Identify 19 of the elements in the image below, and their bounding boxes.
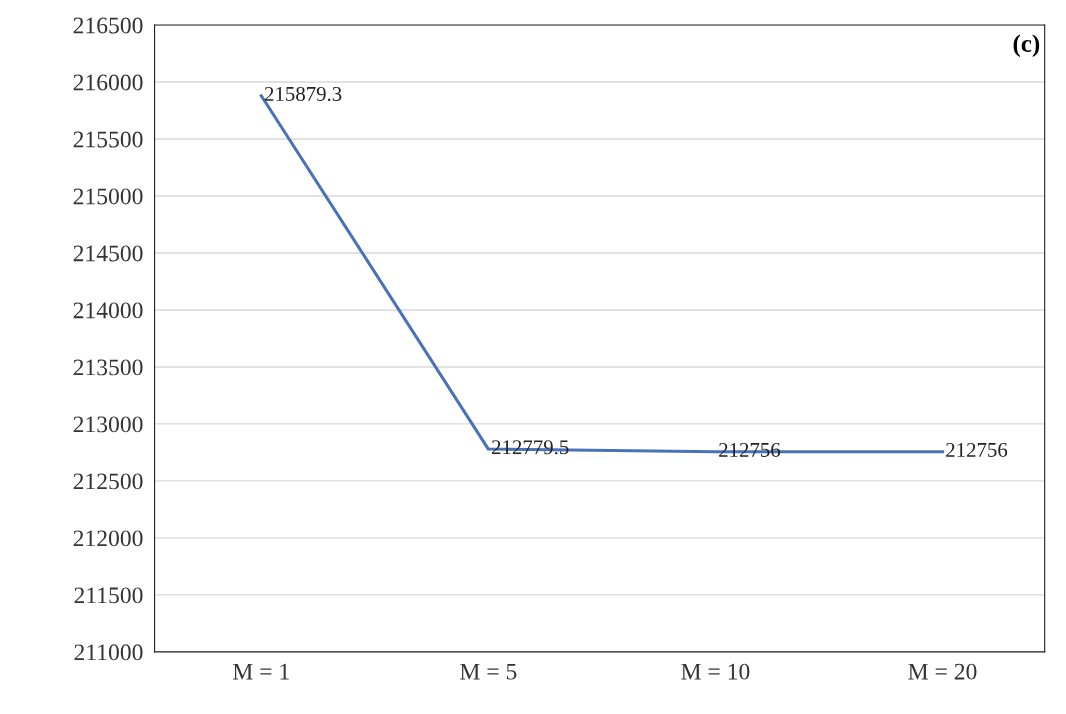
y-tick-label: 212500 xyxy=(73,473,143,490)
x-tick-label: M = 10 xyxy=(681,663,750,680)
y-tick-label: 215000 xyxy=(73,188,143,205)
x-tick-label: M = 5 xyxy=(460,663,517,680)
data-label: 215879.3 xyxy=(264,86,342,102)
data-label: 212756 xyxy=(946,442,1008,457)
y-tick-label: 212000 xyxy=(73,530,143,547)
y-tick-label: 211000 xyxy=(74,644,143,661)
y-tick-label: 214500 xyxy=(73,245,143,262)
y-tick-label: 216500 xyxy=(73,17,143,34)
annotation: (c) xyxy=(1013,34,1040,58)
y-tick-label: 211500 xyxy=(74,587,143,604)
y-tick-label: 214000 xyxy=(73,302,143,319)
y-tick-label: 213500 xyxy=(73,359,143,376)
y-tick-label: 215500 xyxy=(73,131,143,148)
y-tick-label: 213000 xyxy=(73,416,143,433)
x-tick-label: M = 1 xyxy=(233,663,289,680)
x-tick-label: M = 20 xyxy=(908,663,977,680)
y-tick-label: 216000 xyxy=(73,74,143,91)
